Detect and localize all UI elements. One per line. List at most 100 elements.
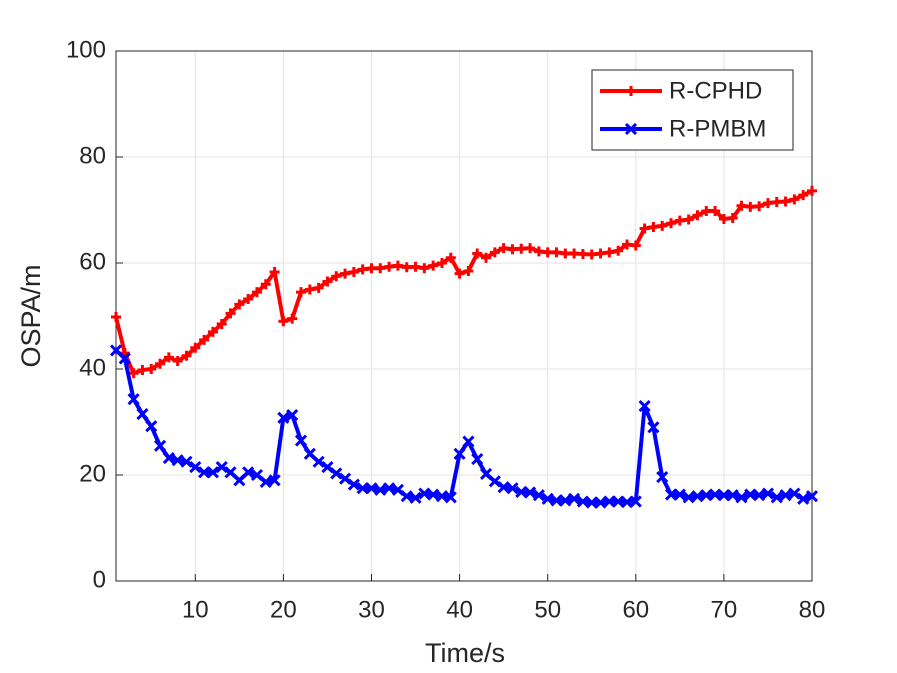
data-marker bbox=[488, 475, 501, 488]
data-marker bbox=[136, 407, 149, 421]
data-marker bbox=[805, 490, 819, 503]
data-marker bbox=[603, 495, 616, 508]
x-tick-label: 10 bbox=[182, 596, 209, 623]
data-marker bbox=[762, 198, 773, 209]
legend-label: R-PMBM bbox=[669, 115, 766, 142]
data-marker bbox=[638, 400, 651, 413]
data-marker bbox=[216, 318, 227, 329]
data-marker bbox=[788, 487, 801, 500]
data-marker bbox=[304, 284, 315, 295]
data-marker bbox=[286, 409, 299, 422]
data-marker bbox=[533, 246, 544, 257]
x-tick-label: 20 bbox=[270, 596, 297, 623]
data-marker bbox=[524, 486, 537, 499]
data-marker bbox=[560, 248, 571, 259]
data-marker bbox=[321, 460, 334, 474]
data-marker bbox=[287, 313, 298, 324]
data-marker bbox=[419, 263, 430, 274]
legend-label: R-CPHD bbox=[669, 77, 762, 104]
data-marker bbox=[771, 197, 782, 208]
data-marker bbox=[674, 215, 685, 226]
data-marker bbox=[770, 491, 783, 504]
legend-marker bbox=[626, 86, 636, 96]
data-marker bbox=[506, 482, 519, 495]
data-marker bbox=[215, 460, 228, 474]
data-marker bbox=[745, 201, 756, 212]
data-marker bbox=[163, 352, 174, 363]
x-tick-label: 50 bbox=[534, 596, 561, 623]
x-axis-label: Time/s bbox=[425, 638, 505, 668]
data-marker bbox=[118, 352, 131, 365]
data-marker bbox=[604, 247, 615, 258]
data-marker bbox=[383, 482, 396, 495]
data-marker bbox=[726, 489, 739, 502]
data-marker bbox=[111, 312, 121, 323]
data-marker bbox=[303, 447, 316, 460]
data-marker bbox=[727, 212, 738, 223]
data-marker bbox=[180, 455, 193, 468]
data-marker bbox=[365, 482, 378, 495]
data-marker bbox=[541, 492, 554, 505]
data-marker bbox=[206, 466, 219, 479]
data-marker bbox=[462, 435, 475, 448]
data-marker bbox=[436, 258, 447, 268]
data-marker bbox=[313, 282, 324, 293]
data-marker bbox=[585, 496, 598, 509]
data-marker bbox=[375, 263, 386, 274]
x-tick-label: 80 bbox=[799, 596, 826, 623]
data-marker bbox=[357, 264, 368, 275]
data-marker bbox=[761, 487, 775, 500]
data-marker bbox=[128, 368, 139, 379]
data-marker bbox=[207, 326, 218, 337]
data-marker bbox=[162, 451, 175, 465]
x-tick-label: 30 bbox=[358, 596, 385, 623]
data-marker bbox=[532, 489, 545, 502]
data-marker bbox=[146, 364, 157, 374]
data-marker bbox=[225, 308, 236, 319]
data-marker bbox=[428, 260, 439, 271]
data-marker bbox=[481, 252, 492, 263]
data-marker bbox=[613, 245, 624, 256]
data-marker bbox=[391, 483, 404, 496]
data-marker bbox=[181, 350, 192, 361]
data-marker bbox=[586, 249, 597, 260]
data-marker bbox=[516, 243, 527, 254]
data-marker bbox=[498, 243, 509, 254]
data-marker bbox=[278, 316, 289, 327]
data-marker bbox=[190, 342, 201, 353]
data-marker bbox=[234, 299, 245, 310]
data-marker bbox=[296, 287, 307, 298]
data-marker bbox=[666, 218, 677, 229]
data-marker bbox=[189, 460, 202, 474]
data-marker bbox=[542, 247, 553, 258]
data-marker bbox=[471, 453, 484, 466]
data-marker bbox=[735, 491, 748, 504]
data-marker bbox=[569, 248, 580, 259]
y-tick-label: 100 bbox=[66, 36, 106, 63]
data-marker bbox=[525, 243, 536, 254]
data-marker bbox=[621, 239, 632, 250]
data-marker bbox=[356, 482, 369, 495]
data-marker bbox=[331, 271, 342, 282]
y-axis-label: OSPA/m bbox=[16, 264, 46, 367]
data-marker bbox=[559, 494, 572, 507]
data-marker bbox=[145, 420, 158, 433]
data-marker bbox=[568, 492, 581, 505]
data-marker bbox=[199, 334, 210, 345]
data-marker bbox=[717, 489, 730, 502]
data-marker bbox=[753, 489, 766, 502]
data-marker bbox=[630, 240, 641, 251]
data-marker bbox=[736, 200, 747, 211]
data-marker bbox=[629, 495, 642, 508]
data-marker bbox=[779, 489, 792, 502]
data-marker bbox=[489, 247, 500, 258]
data-marker bbox=[260, 279, 271, 290]
data-marker bbox=[807, 185, 817, 196]
data-marker bbox=[453, 447, 466, 460]
data-marker bbox=[550, 494, 563, 507]
data-marker bbox=[577, 248, 588, 259]
y-tick-label: 60 bbox=[79, 248, 106, 275]
data-marker bbox=[463, 265, 474, 276]
data-marker bbox=[268, 474, 281, 487]
data-marker bbox=[347, 478, 360, 491]
